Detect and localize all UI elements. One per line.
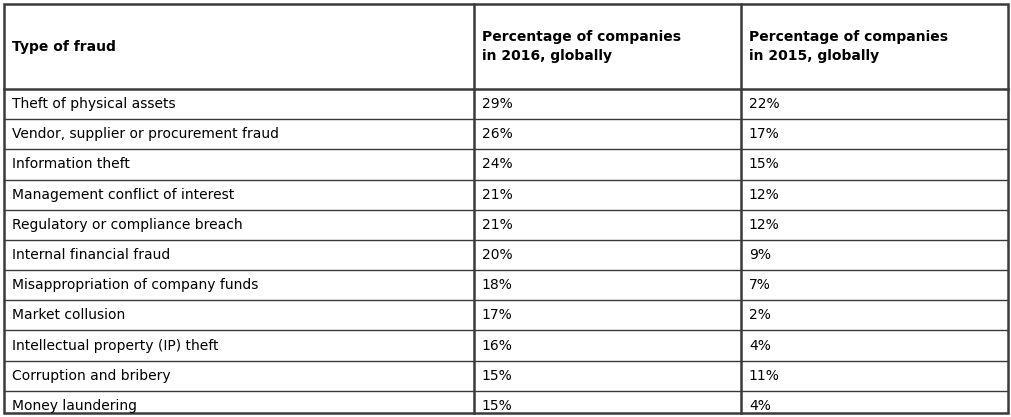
Text: 17%: 17% bbox=[748, 127, 778, 141]
Text: Percentage of companies
in 2016, globally: Percentage of companies in 2016, globall… bbox=[481, 30, 680, 63]
Text: 4%: 4% bbox=[748, 339, 770, 352]
Text: Internal financial fraud: Internal financial fraud bbox=[12, 248, 170, 262]
Text: Theft of physical assets: Theft of physical assets bbox=[12, 97, 176, 111]
Text: Information theft: Information theft bbox=[12, 158, 129, 171]
Text: 15%: 15% bbox=[481, 399, 513, 413]
Text: 15%: 15% bbox=[481, 369, 513, 383]
Text: 24%: 24% bbox=[481, 158, 512, 171]
Text: 11%: 11% bbox=[748, 369, 779, 383]
Text: 7%: 7% bbox=[748, 278, 770, 292]
Text: 21%: 21% bbox=[481, 188, 513, 202]
Text: 16%: 16% bbox=[481, 339, 513, 352]
Text: Corruption and bribery: Corruption and bribery bbox=[12, 369, 171, 383]
Text: 29%: 29% bbox=[481, 97, 513, 111]
Text: 17%: 17% bbox=[481, 308, 513, 322]
Text: 12%: 12% bbox=[748, 218, 778, 232]
Text: 26%: 26% bbox=[481, 127, 513, 141]
Text: 4%: 4% bbox=[748, 399, 770, 413]
Text: Percentage of companies
in 2015, globally: Percentage of companies in 2015, globall… bbox=[748, 30, 947, 63]
Text: Money laundering: Money laundering bbox=[12, 399, 136, 413]
Text: Intellectual property (IP) theft: Intellectual property (IP) theft bbox=[12, 339, 218, 352]
Text: 20%: 20% bbox=[481, 248, 512, 262]
Text: 21%: 21% bbox=[481, 218, 513, 232]
Text: 12%: 12% bbox=[748, 188, 778, 202]
Text: 15%: 15% bbox=[748, 158, 778, 171]
Text: 22%: 22% bbox=[748, 97, 778, 111]
Text: Market collusion: Market collusion bbox=[12, 308, 125, 322]
Text: Type of fraud: Type of fraud bbox=[12, 40, 116, 53]
Text: 2%: 2% bbox=[748, 308, 770, 322]
Text: 9%: 9% bbox=[748, 248, 770, 262]
Text: 18%: 18% bbox=[481, 278, 513, 292]
Text: Regulatory or compliance breach: Regulatory or compliance breach bbox=[12, 218, 243, 232]
Text: Misappropriation of company funds: Misappropriation of company funds bbox=[12, 278, 258, 292]
Text: Management conflict of interest: Management conflict of interest bbox=[12, 188, 234, 202]
Text: Vendor, supplier or procurement fraud: Vendor, supplier or procurement fraud bbox=[12, 127, 279, 141]
